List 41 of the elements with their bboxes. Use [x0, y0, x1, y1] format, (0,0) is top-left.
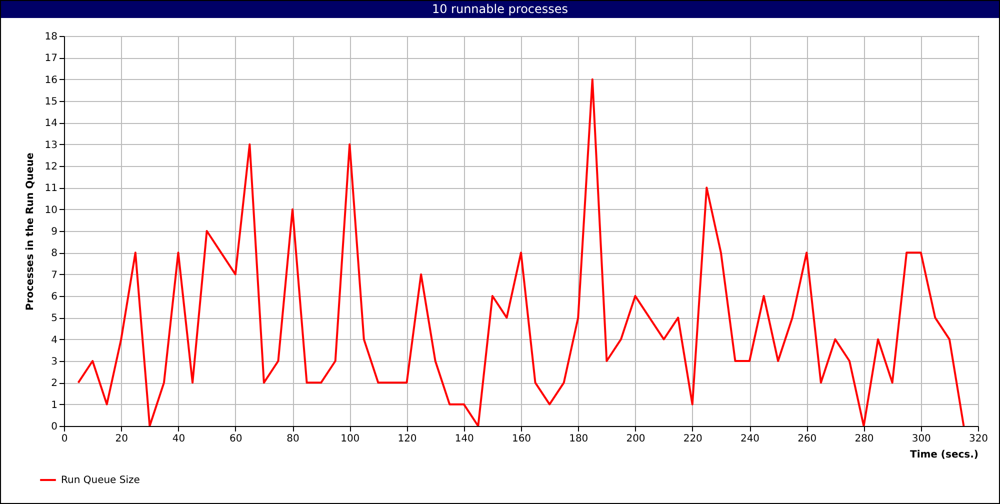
x-tick-label: 300	[912, 434, 931, 444]
x-tick-label: 240	[740, 434, 760, 444]
y-tick-label: 15	[44, 96, 58, 108]
y-tick-label: 0	[51, 422, 58, 432]
chart-title: 10 runnable processes	[1, 1, 999, 18]
x-tick-label: 180	[569, 434, 588, 444]
y-tick-label: 1	[51, 400, 58, 411]
legend-label: Run Queue Size	[61, 475, 140, 486]
x-tick-label: 140	[454, 434, 474, 444]
y-tick-label: 7	[51, 270, 58, 281]
y-tick-label: 5	[51, 313, 58, 324]
x-tick-label: 60	[230, 434, 242, 444]
x-tick-label: 280	[854, 434, 874, 444]
y-tick-label: 2	[51, 378, 58, 390]
y-axis-title: Processes in the Run Queue	[24, 152, 36, 310]
x-tick-label: 220	[683, 434, 702, 444]
y-tick-label: 14	[44, 118, 58, 130]
y-tick-label: 18	[44, 32, 58, 42]
x-tick-label: 200	[626, 434, 646, 444]
y-tick-label: 4	[51, 334, 58, 346]
x-tick-label: 320	[968, 434, 988, 444]
x-tick-label: 160	[512, 434, 532, 444]
y-tick-label: 8	[51, 248, 58, 260]
line-series	[77, 78, 965, 426]
x-tick-label: 100	[340, 434, 360, 444]
y-tick-label: 16	[44, 74, 58, 86]
y-tick-label: 13	[44, 140, 58, 151]
x-tick-label: 120	[398, 434, 417, 444]
x-tick-label: 80	[286, 434, 300, 444]
y-tick-label: 3	[51, 356, 58, 368]
y-tick-label: 17	[44, 53, 58, 64]
y-tick-label: 10	[44, 204, 58, 216]
y-tick-label: 11	[44, 183, 58, 194]
x-tick-label: 260	[798, 434, 817, 444]
x-tick-label: 0	[61, 434, 68, 444]
y-tick-label: 9	[51, 226, 58, 238]
x-axis-title: Time (secs.)	[910, 450, 978, 460]
x-tick-label: 40	[172, 434, 186, 444]
x-tick-label: 20	[115, 434, 128, 444]
y-tick-label: 6	[51, 292, 58, 302]
y-tick-label: 12	[44, 162, 58, 172]
